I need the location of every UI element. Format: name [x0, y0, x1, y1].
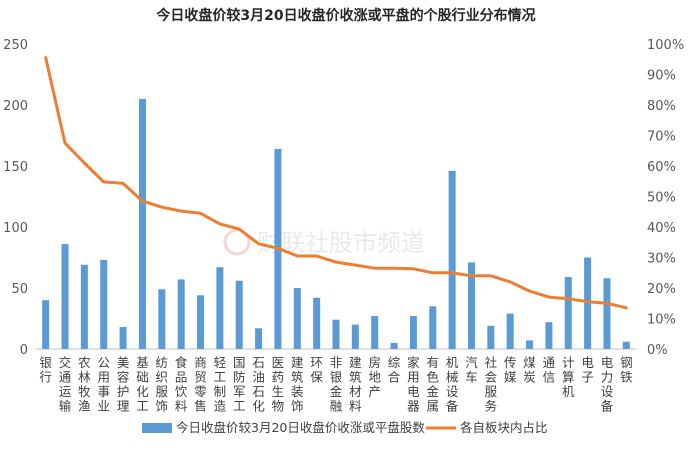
- category-label: 非银金融: [330, 355, 343, 414]
- left-tick-label: 50: [11, 282, 28, 297]
- right-tick-label: 100%: [647, 38, 684, 53]
- bar: [100, 259, 108, 349]
- bar: [390, 342, 398, 349]
- bar: [255, 328, 263, 349]
- category-label: 社会服务: [485, 355, 498, 414]
- right-tick-label: 0%: [647, 343, 668, 358]
- bar: [584, 257, 592, 349]
- bar: [197, 295, 205, 349]
- bar: [564, 277, 572, 349]
- category-label: 石油石化: [252, 355, 265, 414]
- right-tick-label: 90%: [647, 69, 676, 84]
- category-label: 建筑装饰: [291, 355, 304, 414]
- category-labels: 银行交通运输农林牧渔公用事业美容护理基础化工纺织服饰食品饮料商贸零售轻工制造国防…: [39, 355, 633, 414]
- category-label: 交通运输: [59, 355, 72, 414]
- bar: [429, 306, 437, 349]
- legend-line-label: 各自板块内占比: [460, 420, 548, 435]
- line-series: [44, 56, 628, 310]
- category-label: 基础化工: [136, 355, 149, 414]
- category-label: 食品饮料: [175, 355, 188, 414]
- category-label: 计算机: [562, 355, 575, 399]
- category-label: 美容护理: [117, 355, 130, 414]
- right-tick-label: 60%: [647, 160, 676, 175]
- category-label: 煤炭: [523, 355, 536, 385]
- bar: [235, 280, 243, 349]
- bar: [603, 278, 611, 349]
- bar: [119, 327, 127, 349]
- left-tick-label: 200: [3, 99, 28, 114]
- right-tick-label: 20%: [647, 282, 676, 297]
- category-label: 机械设备: [446, 355, 459, 414]
- bar: [545, 322, 553, 349]
- bar: [138, 98, 146, 350]
- bar: [467, 262, 475, 349]
- bar: [409, 316, 417, 349]
- bar: [448, 170, 456, 349]
- bar: [80, 264, 88, 349]
- right-axis: 0% 10% 20% 30% 40% 50% 60% 70% 80% 90% 100%: [647, 38, 684, 358]
- category-label: 综合: [388, 355, 401, 385]
- bar: [158, 289, 166, 349]
- bar: [42, 300, 50, 349]
- category-label: 银行: [39, 355, 52, 385]
- right-tick-label: 30%: [647, 252, 676, 267]
- right-tick-label: 10%: [647, 313, 676, 328]
- category-label: 农林牧渔: [78, 355, 91, 414]
- right-tick-label: 50%: [647, 191, 676, 206]
- category-label: 医药生物: [272, 355, 285, 414]
- left-tick-label: 250: [3, 38, 28, 53]
- bar: [332, 319, 340, 349]
- bar: [61, 244, 69, 349]
- category-label: 纺织服饰: [156, 355, 169, 414]
- category-label: 传媒: [504, 355, 517, 385]
- category-label: 房地产: [368, 355, 381, 399]
- category-label: 环保: [310, 355, 323, 385]
- bar: [487, 325, 495, 349]
- right-tick-label: 70%: [647, 130, 676, 145]
- line-path: [44, 56, 628, 310]
- bar: [293, 288, 301, 349]
- bar: [351, 324, 359, 349]
- category-label: 国防军工: [233, 355, 246, 414]
- bar: [313, 297, 321, 349]
- bar: [622, 341, 630, 349]
- watermark-text: 财联社股市频道: [257, 229, 425, 257]
- legend: 今日收盘价较3月20日收盘价收涨或平盘股数 各自板块内占比: [142, 420, 548, 435]
- legend-bar-label: 今日收盘价较3月20日收盘价收涨或平盘股数: [176, 420, 425, 435]
- watermark: 财联社股市频道: [223, 228, 425, 257]
- chart-title: 今日收盘价较3月20日收盘价收涨或平盘的个股行业分布情况: [155, 7, 535, 24]
- left-tick-label: 100: [3, 221, 28, 236]
- category-label: 钢铁: [620, 355, 633, 385]
- left-tick-label: 150: [3, 160, 28, 175]
- legend-bar-swatch: [142, 423, 172, 433]
- category-label: 汽车: [465, 355, 478, 385]
- category-label: 电力设备: [601, 355, 614, 414]
- left-axis: 0 50 100 150 200 250: [3, 38, 28, 358]
- category-label: 电子: [581, 355, 594, 385]
- category-label: 建筑材料: [349, 355, 362, 414]
- left-tick-label: 0: [20, 343, 28, 358]
- bar-series: [42, 98, 630, 350]
- category-label: 公用事业: [97, 355, 110, 414]
- category-label: 轻工制造: [214, 355, 227, 414]
- category-label: 商贸零售: [194, 355, 207, 414]
- right-tick-label: 40%: [647, 221, 676, 236]
- bar: [526, 340, 534, 349]
- bar: [371, 316, 379, 349]
- right-tick-label: 80%: [647, 99, 676, 114]
- category-label: 家用电器: [407, 355, 420, 414]
- category-label: 通信: [543, 355, 556, 385]
- category-label: 有色金属: [427, 355, 440, 414]
- bar: [177, 279, 185, 349]
- bar: [216, 267, 224, 349]
- bar: [506, 313, 514, 349]
